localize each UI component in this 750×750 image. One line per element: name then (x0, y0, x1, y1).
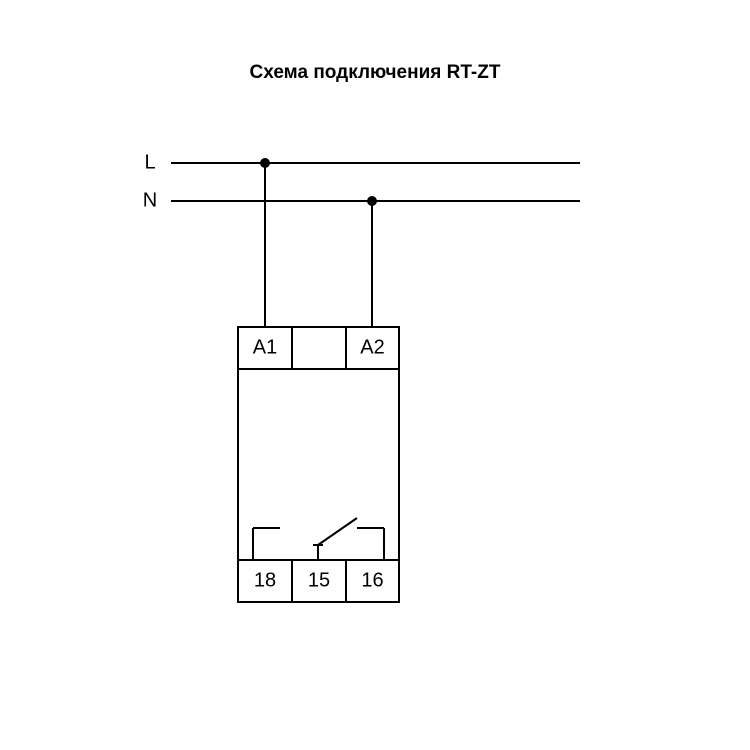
connection-node (260, 158, 270, 168)
terminal-16: 16 (361, 569, 383, 591)
label-N: N (143, 189, 157, 211)
terminal-A1: A1 (253, 336, 277, 358)
terminal-A2: A2 (360, 336, 384, 358)
terminal-18: 18 (254, 569, 276, 591)
label-L: L (144, 151, 155, 173)
relay-switch-arm (318, 518, 357, 545)
wiring-diagram: LN A1 A2 18 15 16 (0, 0, 750, 750)
connection-node (367, 196, 377, 206)
terminal-15: 15 (308, 569, 330, 591)
diagram-title: Схема подключения RT-ZT (0, 62, 750, 84)
